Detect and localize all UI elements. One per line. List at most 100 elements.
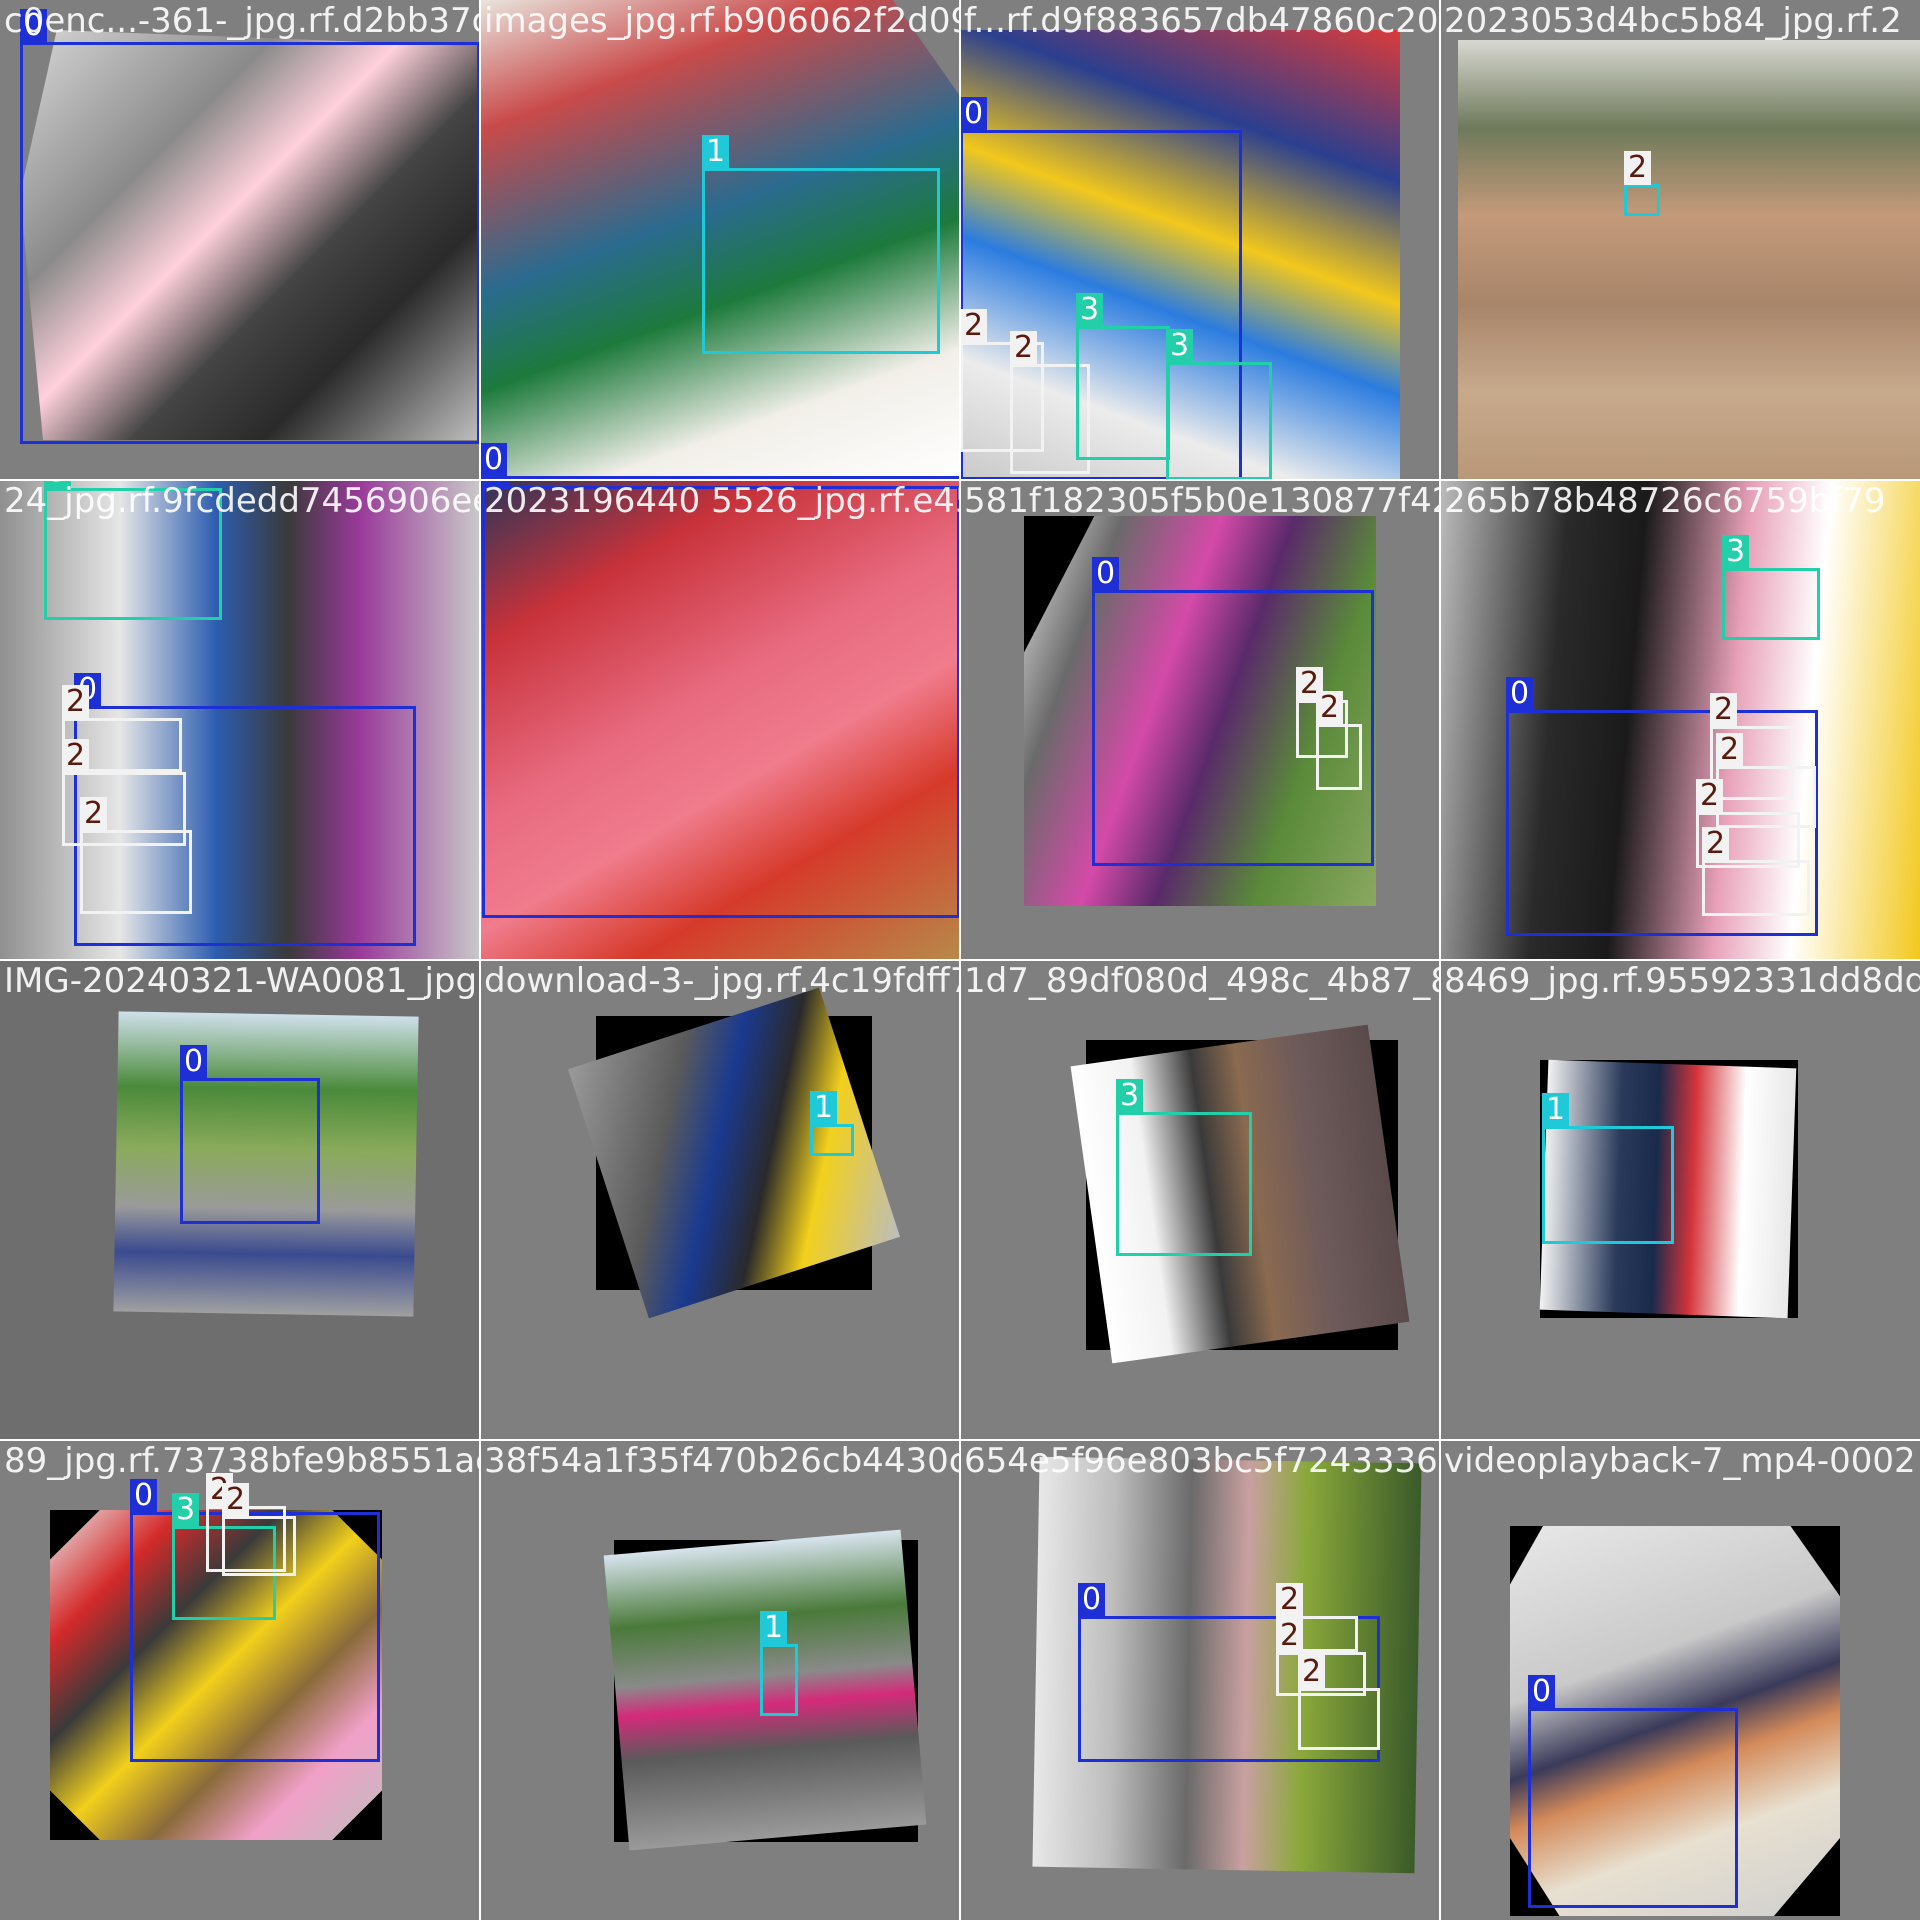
bbox-label: 0 [1528,1675,1556,1709]
tile-12: 1 8469_jpg.rf.95592331dd8dd4 [1440,960,1920,1440]
bbox-class-2: 2 [1316,691,1362,790]
tile-photo [960,30,1400,480]
tile-photo-inner [50,1510,382,1840]
bbox-label: 0 [180,1045,208,1079]
tile-filename: 24_jpg.rf.9fcdedd7456906ee2023196440 552… [4,481,480,521]
tile-10: 1 download-3-_jpg.rf.4c19fdff7162309df08… [480,960,960,1440]
bbox-class-3: 3 [44,480,222,620]
tile-13: 0 3 2 2 89_jpg.rf.73738bfe9b8551ae38f54a… [0,1440,480,1920]
bbox-class-2: 2 [62,685,182,772]
tile-15: 0 2 2 2 654e5f96e803bc5f7243336b3idaaad8… [960,1440,1440,1920]
grid-divider [0,479,1920,481]
tile-filename: download-3-_jpg.rf.4c19fdff7162309df080d [484,961,960,1001]
tile-4: 2 2023053d4bc5b84_jpg.rf.2 [1440,0,1920,480]
tile-filename: 38f54a1f35f470b26cb4430cb654e5f96e803bc5… [484,1441,960,1481]
tile-filename: c0enc...-361-_jpg.rf.d2bb37dl527be4c5d83… [4,1,480,41]
bbox-label: 3 [172,1493,200,1527]
bbox-class-0: 0 [1092,557,1374,866]
bbox-label: 2 [1624,151,1652,185]
bbox-label: 2 [1298,1655,1326,1689]
tile-filename: 89_jpg.rf.73738bfe9b8551ae38f54a1f35f470… [4,1441,480,1481]
tile-16: 0 videoplayback-7_mp4-0002 [1440,1440,1920,1920]
bbox-label: 1 [810,1091,838,1125]
tile-filename: 1d7_89df080d_498c_4b87_8469_jpg.rf.95592… [964,961,1440,1001]
tile-filename: 654e5f96e803bc5f7243336b3idaaad83ad647 [964,1441,1440,1481]
bbox-class-2: 2 [222,1483,296,1576]
tile-3: 0 2 2 3 3 f...rf.d9f883657db47860c202305… [960,0,1440,480]
tile-photo [20,30,480,440]
bbox-label: 0 [960,97,988,131]
tile-photo [480,480,960,960]
bbox-class-2: 2 [960,309,1044,452]
grid-divider [0,959,1920,961]
tile-9: 0 IMG-20240321-WA0081_jpg [0,960,480,1440]
tile-14: 1 38f54a1f35f470b26cb4430cb654e5f96e803b… [480,1440,960,1920]
tile-photo [1440,480,1920,960]
bbox-class-0: 0 [130,1479,380,1762]
tile-filename: videoplayback-7_mp4-0002 [1444,1441,1916,1481]
tile-filename: 581f182305f5b0e130877f4265b78b48726c6759… [964,481,1440,521]
bbox-label: 0 [1078,1583,1106,1617]
bbox-class-2: 2 [1710,693,1794,800]
bbox-label: 0 [1506,677,1534,711]
bbox-label: 3 [44,480,72,489]
tile-filename: f...rf.d9f883657db47860c2023053d4bc5b84_… [964,1,1440,41]
tile-5: 3 0 2 2 2 24_jpg.rf.9fcdedd7456906ee2023… [0,480,480,960]
bbox-class-2: 2 [1716,733,1816,828]
tile-filename: 2023196440 5526_jpg.rf.e4581f182305f5b0e… [484,481,960,521]
bbox-class-3: 3 [1116,1079,1252,1256]
bbox-label: 3 [1116,1079,1144,1113]
bbox-label: 2 [1276,1583,1304,1617]
bbox-class-3: 3 [1166,329,1272,480]
bbox-class-3: 3 [1076,293,1170,460]
tile-filename: IMG-20240321-WA0081_jpg [4,961,478,1001]
bbox-label: 3 [1722,535,1750,569]
bbox-label: 0 [130,1479,158,1513]
bbox-class-2: 2 [62,739,186,846]
bbox-class-2: 2 [1696,779,1800,868]
bbox-class-2: 2 [1276,1619,1366,1696]
bbox-label: 2 [80,797,108,831]
bbox-label: 2 [222,1483,250,1517]
tile-6: 0 2023196440 5526_jpg.rf.e4581f182305f5b… [480,480,960,960]
bbox-class-2: 2 [1296,667,1348,758]
tile-8: 3 0 2 2 2 2 265b78b48726c6759bf79 [1440,480,1920,960]
bbox-label: 2 [62,685,90,719]
bbox-label: 0 [482,480,510,487]
bbox-class-1: 1 [810,1091,854,1156]
tile-7: 0 2 2 581f182305f5b0e130877f4265b78b4872… [960,480,1440,960]
bbox-label: 2 [1010,331,1038,365]
bbox-label: 2 [1276,1619,1304,1653]
bbox-class-3: 3 [1722,535,1820,640]
bbox-label: 2 [1696,779,1724,813]
bbox-class-0: 0 [960,97,1242,480]
tile-filename: 265b78b48726c6759bf79 [1444,481,1886,521]
bbox-label: 1 [702,135,730,169]
bbox-class-0: 0 [482,480,960,918]
bbox-class-1: 1 [760,1611,798,1716]
bbox-class-1: 1 [702,135,940,354]
bbox-label: 2 [1316,691,1344,725]
bbox-class-0: 0 [180,1045,320,1224]
tile-filename: images_jpg.rf.b906062f2d09f8f3657db47860… [484,1,960,41]
bbox-label: 0 [480,443,508,477]
tile-2: 1 0 images_jpg.rf.b906062f2d09f8f3657db4… [480,0,960,480]
bbox-label: 2 [1296,667,1324,701]
bbox-label: 1 [760,1611,788,1645]
bbox-label: 2 [62,739,90,773]
bbox-label: 2 [1710,693,1738,727]
bbox-class-0: 0 [1528,1675,1738,1908]
bbox-label: 0 [1092,557,1120,591]
tile-1: 0 c0enc...-361-_jpg.rf.d2bb37dl527be4c5d… [0,0,480,480]
tile-filename: 8469_jpg.rf.95592331dd8dd4 [1444,961,1920,1001]
tile-photo [1458,40,1920,480]
bbox-class-2: 2 [1624,151,1660,216]
bbox-label: 3 [1076,293,1104,327]
bbox-class-2: 2 [1702,827,1810,916]
grid-divider [0,1439,1920,1441]
bbox-class-0: 0 [20,9,480,444]
tile-filename: 2023053d4bc5b84_jpg.rf.2 [1444,1,1902,41]
bbox-label: 0 [20,9,48,43]
bbox-label: 1 [1542,1093,1570,1127]
